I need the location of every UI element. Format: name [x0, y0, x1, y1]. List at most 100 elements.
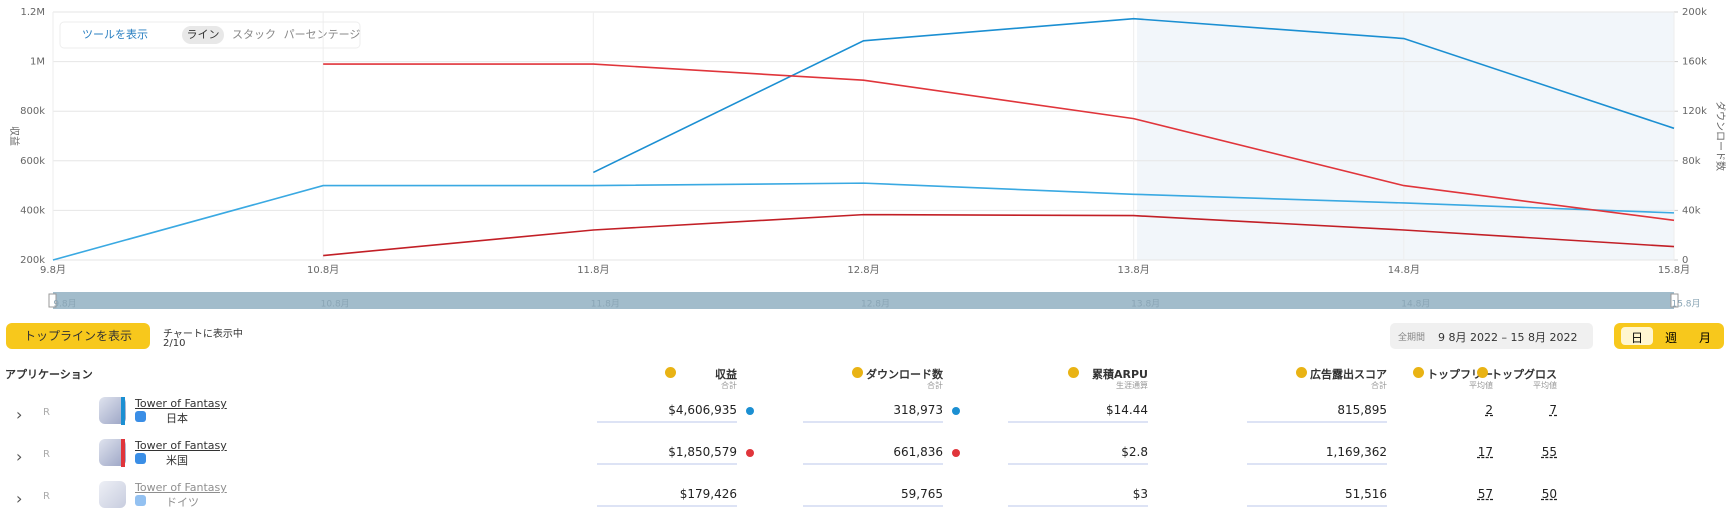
y2-tick-label: 80k	[1682, 156, 1701, 167]
column-sub: 平均値	[1533, 381, 1557, 390]
slider-label: 14.8月	[1401, 299, 1430, 310]
y-tick-label: 1.2M	[20, 7, 45, 18]
y-tick-label: 1M	[30, 57, 45, 68]
x-tick-label: 15.8月	[1658, 264, 1690, 276]
expand[interactable]: ›	[16, 489, 23, 508]
mode[interactable]: ライン	[187, 28, 220, 41]
slider-label: 9.8月	[53, 299, 76, 310]
granularity-option[interactable]: 週	[1665, 331, 1678, 345]
badge: R	[43, 491, 50, 502]
slider-handle[interactable]	[1670, 293, 1679, 308]
slider-label: 11.8月	[591, 299, 620, 310]
granularity-active	[1621, 327, 1653, 345]
series-dot	[746, 449, 754, 457]
cell-bar	[803, 463, 943, 465]
x-tick-label: 12.8月	[847, 264, 879, 276]
cell-bar	[597, 463, 737, 465]
slider-label: 13.8月	[1131, 299, 1160, 310]
line	[592, 17, 1675, 174]
row-color	[121, 439, 125, 467]
series-dot	[746, 407, 754, 415]
cell-bar	[597, 505, 737, 507]
country: 日本	[166, 412, 188, 425]
column-sub: 平均値	[1469, 381, 1493, 390]
mode-active	[182, 26, 224, 44]
cell: 55	[1541, 445, 1557, 459]
help-icon	[1477, 367, 1488, 378]
y-tick-label: 600k	[20, 156, 45, 167]
cell: 51,516	[1345, 487, 1387, 501]
y2-tick-label: 200k	[1682, 7, 1707, 18]
topline-button[interactable]: トップラインを表示	[6, 323, 150, 349]
cell-bar	[1247, 505, 1387, 507]
cell: $179,426	[679, 487, 737, 501]
cell: 7	[1549, 403, 1557, 417]
country: ドイツ	[166, 496, 199, 509]
granularity-option[interactable]: 月	[1699, 331, 1712, 345]
app-name[interactable]: Tower of Fantasy	[135, 481, 227, 494]
y-tick-label: 200k	[20, 255, 45, 266]
period-label: 全期間	[1398, 333, 1426, 343]
x-tick-label: 10.8月	[307, 264, 339, 276]
cell-bar	[1008, 421, 1148, 423]
row-color	[121, 397, 125, 425]
column-title[interactable]: 広告露出スコア	[1310, 368, 1387, 381]
cell: $4,606,935	[668, 403, 737, 417]
app-name[interactable]: Tower of Fantasy	[135, 439, 227, 452]
date-picker[interactable]	[1390, 323, 1593, 349]
tools-button[interactable]: ツールを表示	[82, 27, 148, 41]
range-slider[interactable]	[53, 292, 1674, 309]
x-tick-label: 11.8月	[577, 264, 609, 276]
column-title[interactable]: 累積ARPU	[1092, 368, 1148, 381]
column-title[interactable]: ダウンロード数	[866, 368, 943, 381]
mode[interactable]: スタック	[232, 28, 276, 41]
column-sub: 合計	[927, 381, 943, 390]
x-tick-label: 14.8月	[1388, 264, 1420, 276]
cell: 50	[1541, 487, 1557, 501]
cell-bar	[597, 421, 737, 423]
x-tick-label: 13.8月	[1118, 264, 1150, 276]
cell: 318,973	[893, 403, 943, 417]
highlight	[1137, 12, 1674, 260]
line	[323, 63, 1675, 222]
cell-bar	[803, 421, 943, 423]
slider-label: 15.8月	[1671, 299, 1700, 310]
store-icon	[135, 453, 146, 464]
help-icon	[1068, 367, 1079, 378]
period: 9 8月 2022 – 15 8月 2022	[1438, 331, 1578, 344]
slider-label: 10.8月	[321, 299, 350, 310]
mode[interactable]: パーセンテージ	[284, 28, 361, 41]
expand[interactable]: ›	[16, 405, 23, 424]
cell: $2.8	[1121, 445, 1148, 459]
store-icon	[135, 411, 146, 422]
column-title[interactable]: トップグロス	[1491, 368, 1557, 381]
help-icon	[1413, 367, 1424, 378]
badge: R	[43, 449, 50, 460]
app-name[interactable]: Tower of Fantasy	[135, 397, 227, 410]
cell: 17	[1477, 445, 1493, 459]
line	[323, 213, 1675, 257]
y-tick-label: 800k	[20, 106, 45, 117]
app-icon	[99, 481, 126, 508]
cell: 661,836	[893, 445, 943, 459]
help-icon	[852, 367, 863, 378]
slider-handle[interactable]	[48, 293, 57, 308]
column-title[interactable]: トップフリー	[1427, 368, 1493, 381]
column-title[interactable]: 収益	[715, 368, 737, 381]
cell-bar	[1008, 463, 1148, 465]
cell: 59,765	[901, 487, 943, 501]
cell: $14.44	[1106, 403, 1148, 417]
expand[interactable]: ›	[16, 447, 23, 466]
granularity-option[interactable]: 日	[1631, 331, 1644, 345]
shown-count: 2/10	[163, 338, 186, 349]
column-sub: 合計	[721, 381, 737, 390]
y-tick-label: 400k	[20, 205, 45, 216]
help-icon	[1296, 367, 1307, 378]
cell: $1,850,579	[668, 445, 737, 459]
y2-axis-title: ダウンロード数	[1714, 101, 1727, 171]
x-tick-label: 9.8月	[40, 264, 66, 276]
cell: 1,169,362	[1325, 445, 1387, 459]
cell: 57	[1477, 487, 1493, 501]
help-icon	[665, 367, 676, 378]
